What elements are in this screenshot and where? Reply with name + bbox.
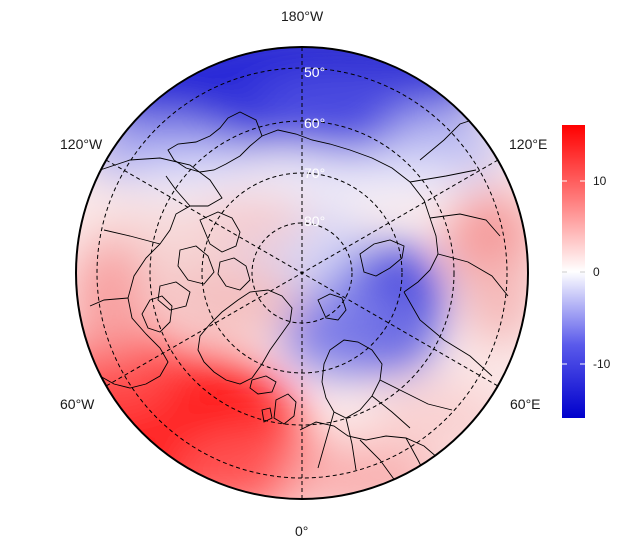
lat-label-60: 60° [304, 115, 325, 131]
scandinavia-coast [321, 339, 383, 419]
lon-label-120e: 120°E [509, 136, 548, 152]
lon-label-180w: 180°W [281, 8, 324, 24]
north-america-coast [87, 157, 223, 389]
europe-borders [317, 379, 453, 483]
lon-label-0: 0° [295, 523, 309, 539]
lon-label-120w: 120°W [60, 136, 103, 152]
novaya-zemlya [359, 239, 405, 277]
greenland-coast [197, 289, 293, 385]
colorbar-label-m10: -10 [593, 357, 611, 371]
lat-circle-50 [96, 67, 508, 479]
british-isles [261, 393, 297, 425]
colorbar-label-10: 10 [593, 174, 607, 188]
colorbar-gradient [562, 125, 585, 418]
asia-borders [403, 117, 509, 377]
canadian-archipelago [157, 211, 251, 311]
lon-label-60w: 60°W [60, 396, 95, 412]
lat-label-50: 50° [304, 64, 325, 80]
siberia-coast [261, 129, 439, 293]
lat-label-70: 70° [304, 165, 325, 181]
hudson-bay-coast [141, 295, 173, 333]
iceland [249, 375, 277, 395]
lon-label-60e: 60°E [510, 396, 541, 412]
map-boundary [75, 46, 529, 500]
colorbar [562, 125, 585, 418]
lat-label-80: 80° [304, 213, 325, 229]
na-interior-borders [89, 175, 191, 307]
meridian-120e-60w [105, 159, 499, 387]
graticule [96, 47, 508, 499]
coastlines [87, 111, 509, 489]
svalbard [317, 293, 347, 321]
alaska-coast [167, 111, 263, 173]
colorbar-label-0: 0 [593, 265, 600, 279]
anomaly-field [76, 47, 528, 499]
